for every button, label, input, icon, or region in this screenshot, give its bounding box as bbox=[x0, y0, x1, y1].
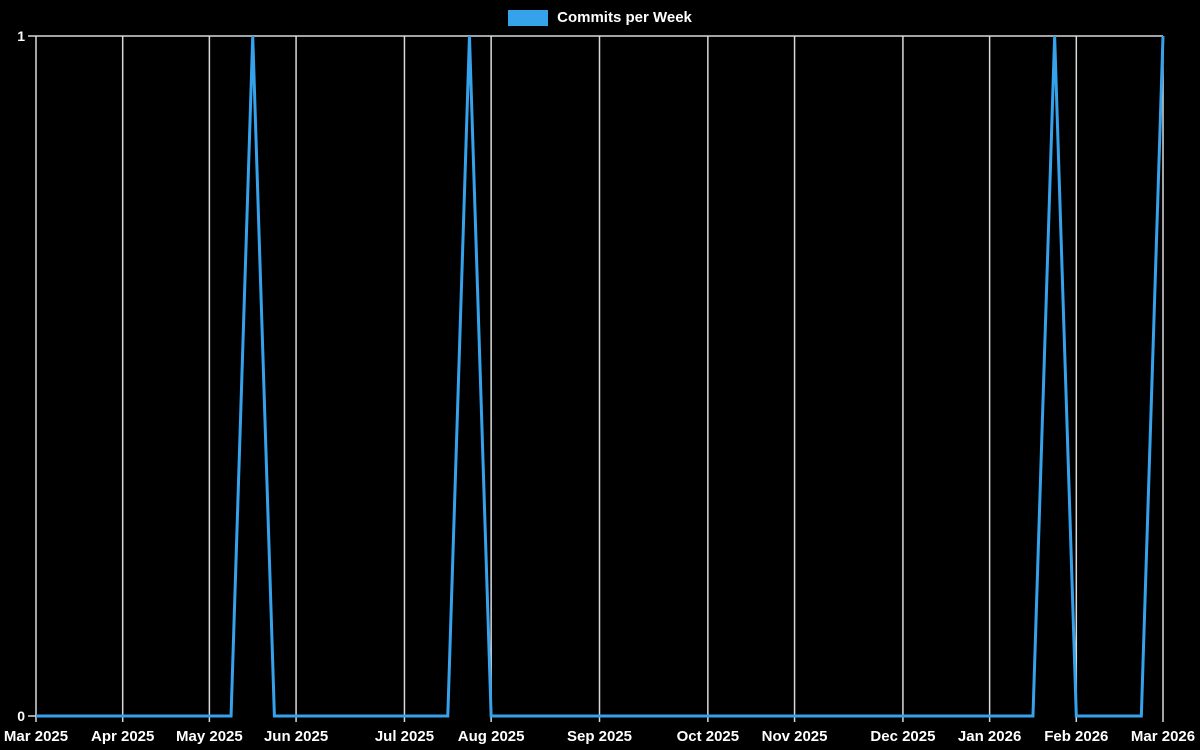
x-axis-label: Oct 2025 bbox=[677, 728, 740, 745]
commits-line-series bbox=[36, 35, 1165, 718]
y-axis-label-min: 0 bbox=[17, 708, 25, 724]
x-axis-label: Feb 2026 bbox=[1044, 728, 1108, 745]
legend-label: Commits per Week bbox=[557, 9, 692, 26]
legend[interactable]: Commits per Week bbox=[0, 8, 1200, 28]
y-axis-label-max: 1 bbox=[17, 28, 25, 44]
x-axis-label: Sep 2025 bbox=[567, 728, 632, 745]
x-axis-label: Mar 2025 bbox=[4, 728, 68, 745]
x-axis-label: Apr 2025 bbox=[91, 728, 154, 745]
x-axis-label: Jul 2025 bbox=[375, 728, 434, 745]
x-axis-label: Jun 2025 bbox=[264, 728, 328, 745]
x-axis-label: Jan 2026 bbox=[958, 728, 1021, 745]
x-axis-label: May 2025 bbox=[176, 728, 243, 745]
x-axis-label: Dec 2025 bbox=[870, 728, 935, 745]
x-axis-label: Mar 2026 bbox=[1131, 728, 1195, 745]
legend-swatch bbox=[508, 10, 549, 26]
x-axis-label: Aug 2025 bbox=[458, 728, 525, 745]
x-axis-label: Nov 2025 bbox=[762, 728, 828, 745]
